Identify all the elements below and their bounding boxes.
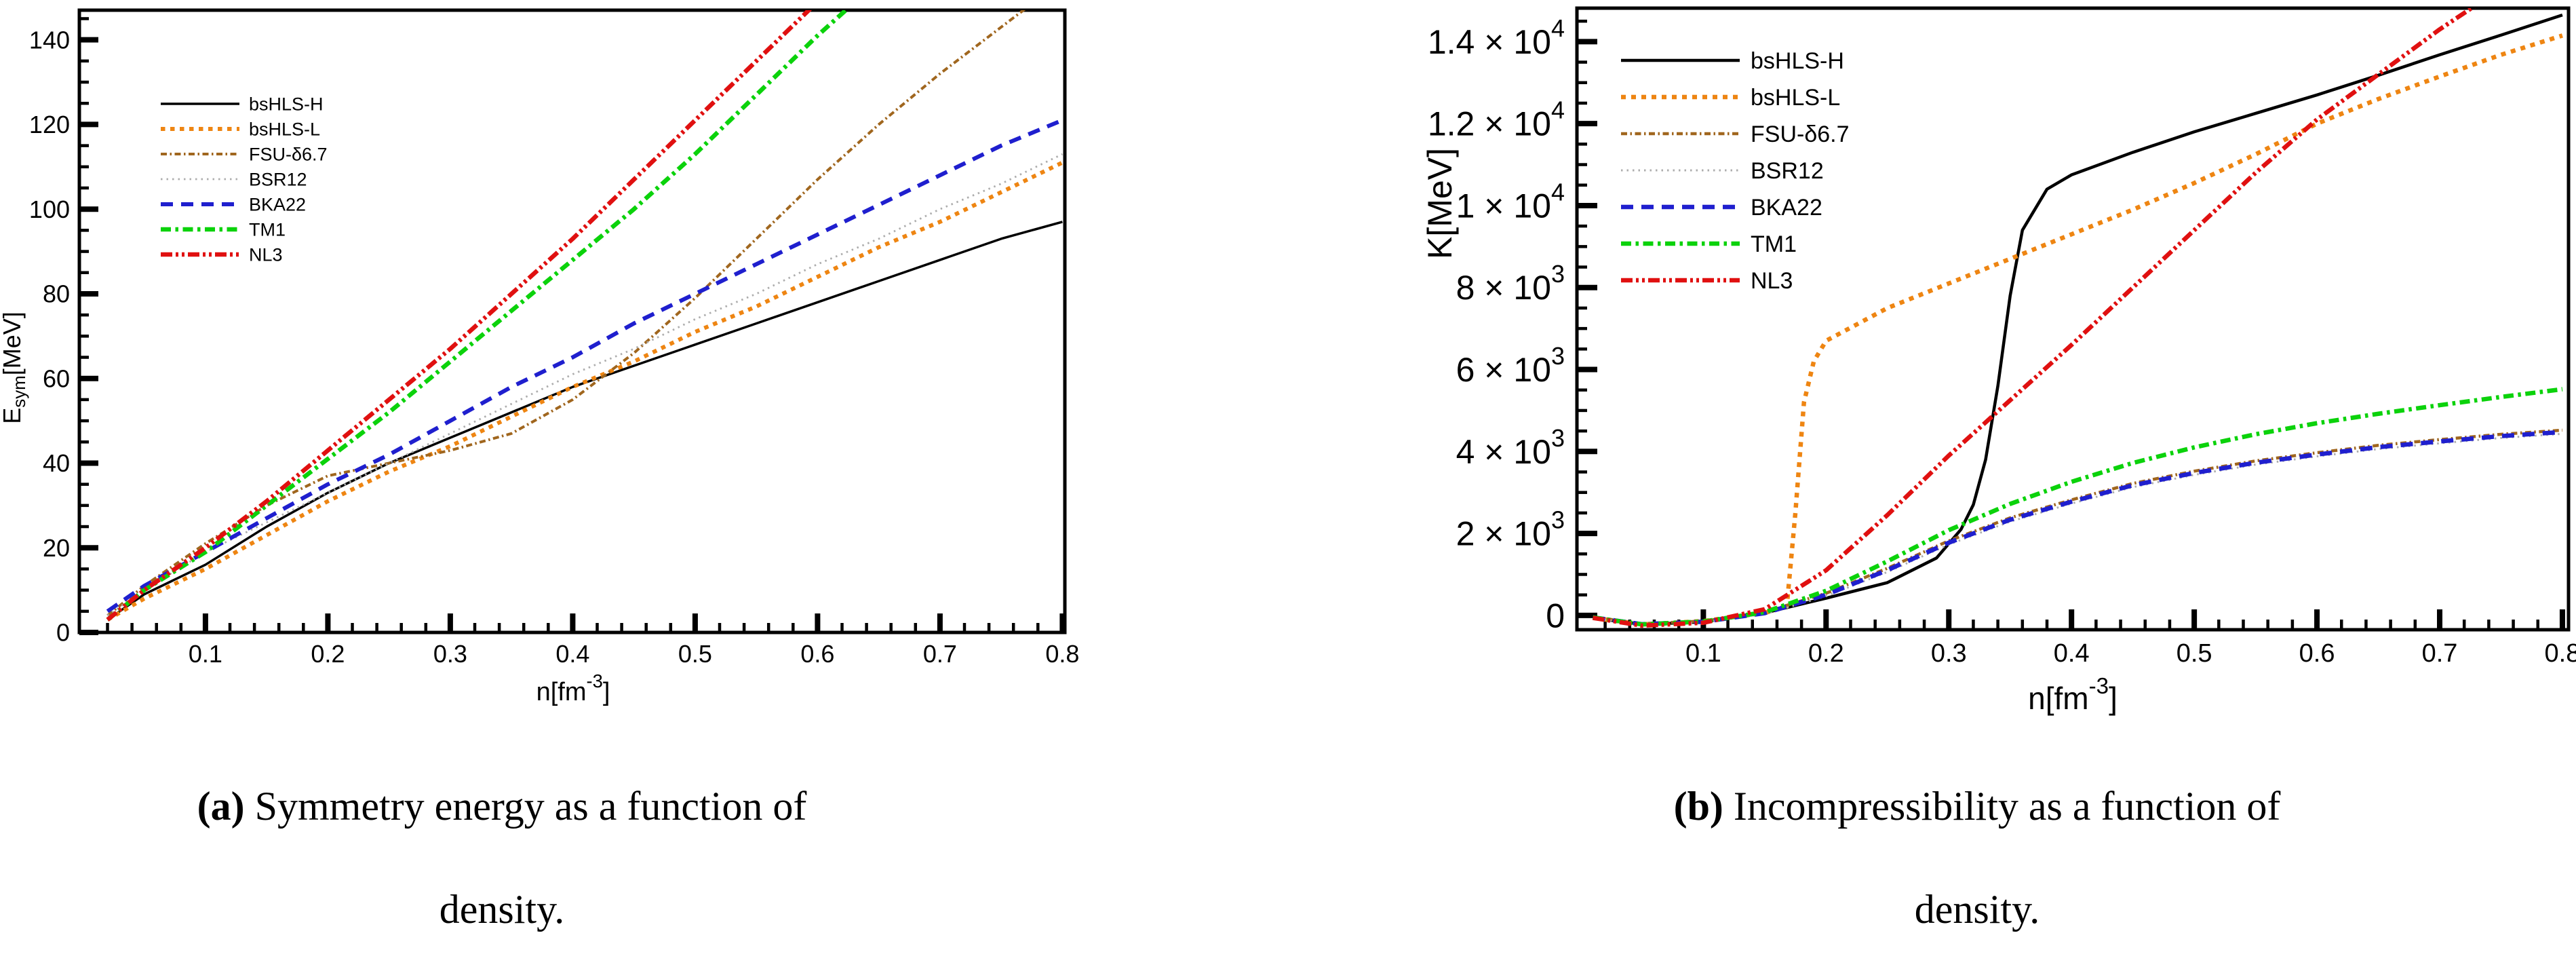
incompressibility-chart: 0.1 0.2 0.3 0.4 0.5 0.6 0.7 0.8 0 2 × 103 4 × 103 6…: [1421, 6, 2576, 716]
x-tick-label: 0.6: [2299, 639, 2335, 668]
legend-label: TM1: [249, 219, 286, 240]
series-BKA22: [1593, 430, 2563, 627]
legend-label: NL3: [249, 244, 283, 265]
plot-area: 0.1 0.2 0.3 0.4 0.5 0.6 0.7 0.8 0 2 × 103 4 × 103 6…: [1421, 6, 2576, 716]
caption-a-line2: density.: [439, 887, 565, 932]
caption-b-line1: (b) Incompressibility as a function of: [1674, 784, 2281, 829]
caption-b: (b) Incompressibility as a function of d…: [1674, 784, 2281, 932]
y-tick-label: 20: [43, 534, 70, 562]
series-BSR12: [106, 153, 1063, 617]
x-tick-label: 0.7: [923, 640, 957, 668]
y-tick-label: 120: [29, 111, 70, 138]
x-axis-label: n[fm-3]: [2028, 674, 2118, 716]
legend-label: BSR12: [1751, 158, 1824, 184]
y-tick-label: 60: [43, 364, 70, 392]
y-tick-label: 0: [1546, 596, 1565, 634]
x-tick-label: 0.8: [1045, 640, 1079, 668]
caption-a-tag: (a): [197, 784, 245, 829]
legend-label: bsHLS-H: [1751, 48, 1844, 74]
y-tick-label: 100: [29, 195, 70, 223]
plot-area: 0.1 0.2 0.3 0.4 0.5 0.6 0.7 0.8 0 20 40 60 80 100 120 1…: [0, 8, 1079, 706]
legend-label: NL3: [1751, 268, 1793, 294]
legend-label: BKA22: [1751, 195, 1822, 221]
x-tick-label: 0.1: [189, 640, 222, 668]
legend-label: bsHLS-H: [249, 94, 324, 114]
caption-a-line1: (a) Symmetry energy as a function of: [197, 784, 807, 829]
x-tick-label: 0.4: [555, 640, 589, 668]
legend-label: FSU-δ6.7: [1751, 121, 1850, 147]
x-tick-label: 0.8: [2545, 639, 2576, 668]
series-BSR12: [1593, 432, 2563, 626]
caption-a-text: Symmetry energy as a function of: [254, 784, 807, 829]
plot-frame: [1575, 6, 2571, 632]
legend-label: bsHLS-L: [249, 119, 320, 139]
legend-label: TM1: [1751, 231, 1797, 257]
x-tick-label: 0.2: [311, 640, 345, 668]
x-tick-label: 0.5: [678, 640, 712, 668]
y-tick-label: 80: [43, 280, 70, 308]
legend-label: bsHLS-L: [1751, 85, 1840, 111]
y-axis-label: Esym[MeV]: [0, 311, 29, 424]
series-bsHLS-L: [1593, 33, 2563, 627]
x-tick-label: 0.4: [2054, 639, 2090, 668]
caption-b-tag: (b): [1673, 784, 1723, 829]
x-tick-label: 0.3: [1931, 639, 1967, 668]
legend: bsHLS-H bsHLS-L FSU-δ6.7 BSR12 BKA22 TM1 NL3: [161, 94, 328, 265]
legend-label: FSU-δ6.7: [249, 144, 328, 164]
y-tick-label: 140: [29, 26, 70, 54]
series-bsHLS-H: [106, 221, 1063, 621]
y-tick-label: 0: [56, 619, 70, 647]
y-axis-label: K[MeV]: [1421, 148, 1459, 259]
x-tick-label: 0.6: [800, 640, 834, 668]
caption-b-line2: density.: [1914, 887, 2040, 932]
x-tick-label: 0.2: [1808, 639, 1844, 668]
caption-a: (a) Symmetry energy as a function of den…: [197, 784, 807, 932]
series-NL3: [106, 10, 813, 622]
y-tick-label: 6 × 103: [1456, 342, 1565, 389]
series-group: [1593, 8, 2563, 628]
x-tick-label: 0.7: [2422, 639, 2458, 668]
legend-label: BKA22: [249, 194, 306, 214]
series-FSU-δ6.7: [106, 10, 1026, 617]
series-group: [106, 10, 1063, 622]
series-TM1: [1593, 387, 2563, 627]
y-tick-label: 4 × 103: [1456, 424, 1565, 471]
legend: bsHLS-H bsHLS-L FSU-δ6.7 BSR12 BKA22 TM1 NL3: [1621, 48, 1850, 294]
series-bsHLS-H: [1593, 14, 2563, 626]
legend-label: BSR12: [249, 169, 307, 189]
x-axis-label: n[fm-3]: [536, 670, 610, 706]
y-tick-label: 1.4 × 104: [1428, 14, 1565, 61]
y-tick-label: 40: [43, 449, 70, 477]
y-tick-label: 8 × 103: [1456, 260, 1565, 307]
symmetry-energy-chart: 0.1 0.2 0.3 0.4 0.5 0.6 0.7 0.8 0 20 40 60 80 100 120 1…: [0, 8, 1079, 706]
y-tick-label: 1.2 × 104: [1428, 96, 1565, 143]
caption-b-text: Incompressibility as a function of: [1733, 784, 2281, 829]
x-tick-label: 0.3: [433, 640, 467, 668]
series-TM1: [106, 10, 849, 622]
y-tick-label: 2 × 103: [1456, 506, 1565, 553]
series-FSU-δ6.7: [1593, 428, 2563, 626]
x-tick-label: 0.5: [2177, 639, 2212, 668]
y-tick-label: 1 × 104: [1456, 178, 1565, 225]
series-BKA22: [106, 118, 1063, 613]
series-NL3: [1593, 8, 2476, 628]
x-tick-label: 0.1: [1685, 639, 1721, 668]
